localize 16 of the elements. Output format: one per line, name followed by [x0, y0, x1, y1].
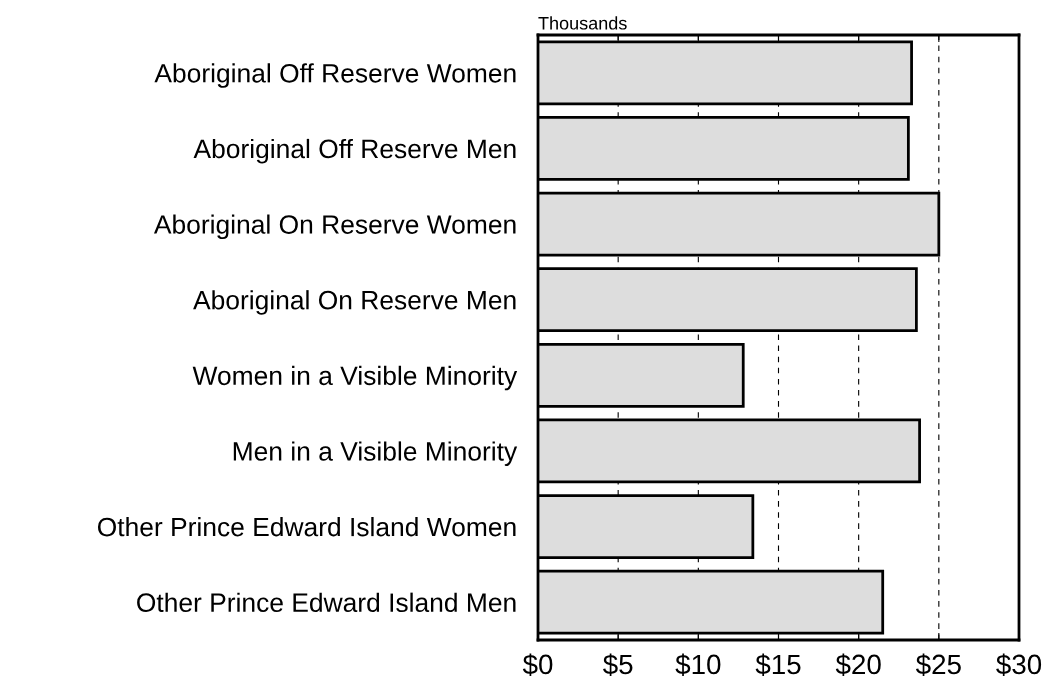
x-tick-label: $30	[996, 653, 1042, 676]
y-tick-label: Men in a Visible Minority	[233, 441, 518, 466]
y-tick-label: Other Prince Edward Island Women	[97, 517, 516, 537]
x-tick-label: $25	[915, 653, 961, 676]
y-tick-label: Other Prince Edward Island Men	[137, 592, 516, 613]
text: Thousands	[538, 16, 627, 30]
x-tick-label: $0	[522, 653, 553, 676]
x-tick-label: $5	[603, 653, 633, 676]
y-tick-label: Women in a Visible Minority	[192, 365, 518, 391]
x-tick-label: $10	[675, 653, 721, 676]
y-tick-label: Aboriginal On Reserve Women	[153, 214, 516, 240]
x-tick-label: $20	[835, 653, 881, 676]
y-tick-label: Aboriginal On Reserve Men	[193, 290, 516, 315]
y-tick-label: Aboriginal Off Reserve Men	[193, 138, 516, 164]
x-tick-label: $15	[755, 653, 801, 676]
y-tick-label: Aboriginal Off Reserve Women	[154, 63, 516, 88]
